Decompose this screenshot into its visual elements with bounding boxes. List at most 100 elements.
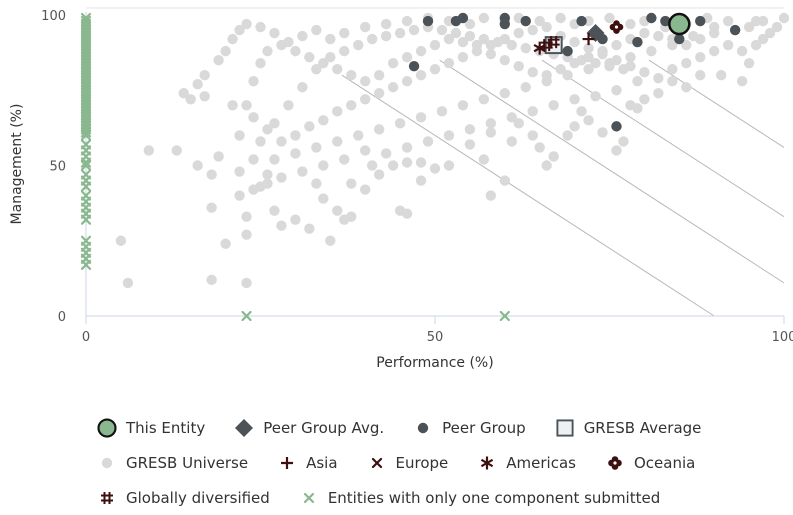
data-point bbox=[290, 130, 301, 141]
legend-symbol-icon bbox=[97, 417, 117, 438]
data-point bbox=[318, 115, 329, 126]
data-point bbox=[513, 60, 524, 72]
data-point bbox=[778, 12, 790, 24]
data-point bbox=[339, 154, 350, 165]
data-point bbox=[353, 39, 364, 51]
data-point bbox=[408, 60, 420, 72]
data-point bbox=[276, 220, 287, 231]
series-this-entity bbox=[668, 12, 691, 36]
data-point bbox=[353, 130, 364, 141]
data-point bbox=[325, 235, 336, 246]
data-point bbox=[457, 100, 469, 111]
data-point bbox=[695, 70, 706, 81]
data-point bbox=[227, 100, 238, 111]
data-point bbox=[346, 100, 357, 111]
legend-symbol-icon bbox=[303, 492, 314, 503]
data-point bbox=[304, 51, 315, 63]
data-point bbox=[653, 30, 664, 42]
data-points bbox=[80, 12, 790, 322]
data-point bbox=[387, 57, 399, 69]
legend-symbol-icon bbox=[608, 455, 622, 470]
series-entities-with-only-one-component-submitted bbox=[80, 12, 510, 322]
data-point bbox=[262, 169, 273, 180]
diagonal-reference-line bbox=[541, 59, 785, 218]
legend-item-this-entity[interactable]: This Entity bbox=[96, 417, 205, 439]
x-tick-label: 50 bbox=[427, 330, 444, 345]
data-point bbox=[499, 88, 510, 99]
data-point bbox=[590, 57, 601, 69]
data-point-plus bbox=[582, 33, 595, 46]
scatter-chart: 0 50 100 0 50 100 Performance (%) Management … bbox=[9, 7, 793, 371]
legend-symbol-icon bbox=[417, 422, 429, 433]
legend-label: Peer Group bbox=[442, 418, 526, 437]
data-point bbox=[115, 235, 127, 246]
data-point bbox=[311, 142, 322, 153]
data-point bbox=[248, 76, 259, 87]
series-asia bbox=[582, 33, 595, 46]
data-point bbox=[192, 160, 203, 171]
data-point-x bbox=[80, 160, 92, 171]
legend-marker bbox=[371, 457, 382, 468]
legend-item-gresb-average[interactable]: GRESB Average bbox=[554, 417, 701, 439]
data-point bbox=[373, 70, 385, 81]
data-point bbox=[436, 24, 448, 36]
legend-marker bbox=[608, 455, 622, 470]
data-point bbox=[715, 70, 727, 81]
data-point bbox=[339, 27, 350, 39]
legend-item-globally-diversified[interactable]: Globally diversified bbox=[96, 487, 270, 509]
data-point bbox=[325, 33, 336, 45]
data-point bbox=[464, 124, 476, 135]
data-point bbox=[401, 142, 413, 153]
data-point bbox=[346, 70, 357, 81]
legend-item-oceania[interactable]: Oceania bbox=[604, 452, 695, 474]
data-point bbox=[506, 112, 517, 123]
data-point bbox=[429, 39, 441, 51]
legend-item-peer-group-avg[interactable]: Peer Group Avg. bbox=[233, 417, 384, 439]
legend-label: Asia bbox=[306, 453, 338, 472]
data-point bbox=[220, 45, 231, 57]
legend-marker bbox=[101, 457, 113, 468]
legend-marker bbox=[481, 456, 494, 469]
legend-item-asia[interactable]: Asia bbox=[276, 452, 338, 474]
data-point bbox=[646, 12, 657, 24]
data-point bbox=[443, 130, 455, 141]
data-point bbox=[199, 70, 210, 81]
legend-marker bbox=[97, 417, 117, 438]
legend-marker bbox=[556, 418, 574, 437]
legend-item-europe[interactable]: Europe bbox=[366, 452, 448, 474]
data-point bbox=[562, 45, 573, 57]
diagonal-reference-line bbox=[648, 59, 785, 148]
data-point bbox=[360, 145, 371, 156]
data-point bbox=[548, 100, 559, 111]
data-point bbox=[485, 190, 497, 201]
data-point bbox=[757, 15, 769, 27]
data-point bbox=[297, 30, 308, 42]
data-point bbox=[332, 205, 343, 216]
data-point bbox=[681, 57, 692, 69]
data-point bbox=[269, 205, 280, 216]
data-point bbox=[695, 15, 706, 27]
data-point bbox=[360, 76, 371, 87]
data-point bbox=[618, 63, 629, 75]
data-point bbox=[178, 88, 189, 99]
legend-label: Globally diversified bbox=[126, 488, 270, 507]
legend-item-americas[interactable]: Americas bbox=[476, 452, 576, 474]
data-point bbox=[492, 36, 504, 48]
data-point bbox=[520, 82, 531, 93]
legend-marker bbox=[101, 491, 113, 504]
data-point bbox=[241, 229, 252, 240]
data-point bbox=[304, 121, 315, 132]
legend-item-gresb-universe[interactable]: GRESB Universe bbox=[96, 452, 248, 474]
data-point bbox=[485, 48, 497, 60]
legend-row: GRESB Universe Asia Europe Americas Oceania bbox=[96, 445, 786, 480]
data-point bbox=[534, 15, 545, 27]
data-point bbox=[290, 148, 301, 159]
legend-marker bbox=[281, 456, 294, 469]
data-point bbox=[206, 169, 217, 180]
data-point bbox=[206, 274, 217, 286]
data-point bbox=[325, 51, 336, 63]
data-point-x bbox=[80, 259, 92, 270]
legend-item-entities-with-only-one-component-submitted[interactable]: Entities with only one component submitt… bbox=[298, 487, 660, 509]
legend-item-peer-group[interactable]: Peer Group bbox=[412, 417, 526, 439]
data-point bbox=[722, 39, 734, 51]
